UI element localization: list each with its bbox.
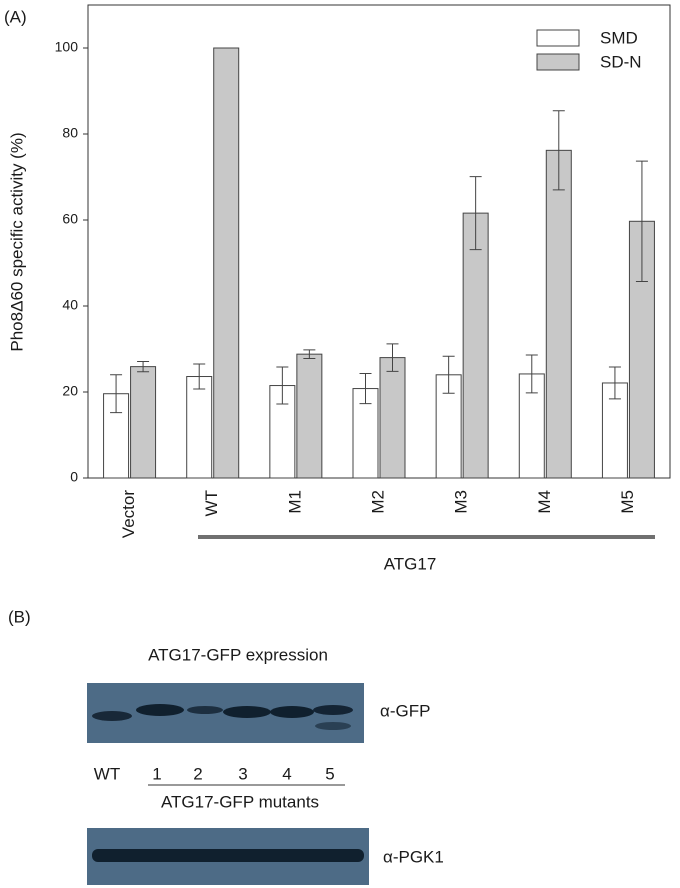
gfp-blot [87, 683, 364, 743]
error-bar [193, 363, 206, 390]
error-bar [635, 160, 648, 282]
y-tick-label: 80 [62, 125, 78, 141]
y-tick-label: 100 [55, 39, 79, 55]
antibody-label: α-GFP [380, 701, 430, 720]
error-bar [386, 343, 399, 372]
lane-label: 1 [152, 764, 161, 783]
x-tick-label: M1 [285, 490, 304, 514]
y-tick-label: 20 [62, 383, 78, 399]
bar [545, 149, 572, 479]
y-axis-label: Pho8Δ60 specific activity (%) [7, 132, 26, 351]
error-bar [110, 374, 123, 414]
bar [462, 212, 489, 479]
error-bar [469, 176, 482, 251]
x-tick-label: WT [202, 490, 221, 516]
error-bar [276, 366, 289, 405]
bar [186, 376, 213, 479]
pgk1-blot [87, 828, 369, 885]
error-bar [137, 360, 150, 373]
x-tick-label: M4 [535, 490, 554, 514]
legend-swatch [536, 53, 580, 71]
group-label: ATG17 [384, 554, 437, 573]
panel-label: (B) [8, 607, 31, 626]
bar [130, 366, 157, 479]
bar [103, 393, 130, 479]
error-bar [552, 110, 565, 191]
y-tick-label: 0 [70, 469, 78, 485]
legend-label: SMD [600, 28, 638, 47]
x-tick-label: M5 [618, 490, 637, 514]
lane-label: 2 [193, 764, 202, 783]
x-tick-label: Vector [119, 490, 138, 539]
bar [213, 47, 240, 479]
lane-label: 5 [325, 764, 334, 783]
error-bar [608, 366, 621, 400]
panel-label: (A) [4, 7, 27, 26]
legend-swatch [536, 29, 580, 47]
antibody-label: α-PGK1 [383, 847, 444, 866]
plot-frame [87, 4, 671, 479]
error-bar [359, 373, 372, 405]
bar [379, 357, 406, 479]
error-bar [525, 354, 538, 394]
bar [296, 353, 323, 479]
blot-title: ATG17-GFP expression [148, 645, 328, 664]
error-bar [303, 349, 316, 359]
error-bar [442, 355, 455, 394]
lane-label: 4 [282, 764, 291, 783]
x-tick-label: M3 [452, 490, 471, 514]
lane-label: 3 [238, 764, 247, 783]
mutants-label: ATG17-GFP mutants [161, 792, 319, 811]
y-tick-label: 40 [62, 297, 78, 313]
lane-label: WT [94, 764, 120, 783]
x-tick-label: M2 [368, 490, 387, 514]
legend-label: SD-N [600, 52, 642, 71]
y-tick-label: 60 [62, 211, 78, 227]
